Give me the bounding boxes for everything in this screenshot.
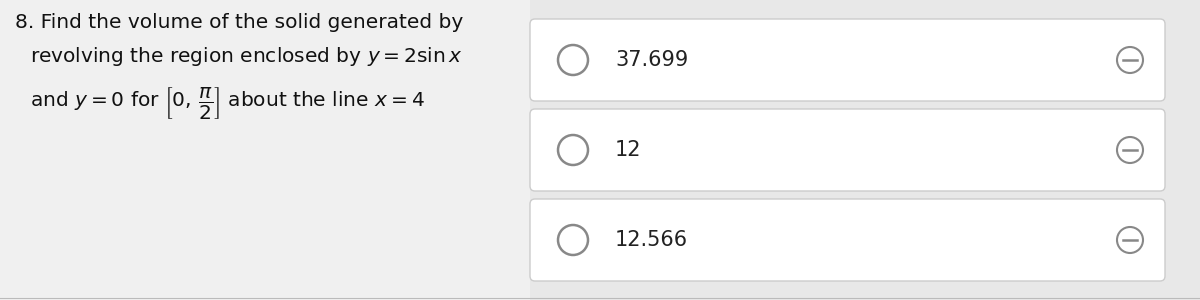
FancyBboxPatch shape	[530, 199, 1165, 281]
Text: 37.699: 37.699	[616, 50, 689, 70]
Text: 12.566: 12.566	[616, 230, 688, 250]
FancyBboxPatch shape	[0, 0, 530, 300]
Circle shape	[558, 225, 588, 255]
Circle shape	[1117, 137, 1142, 163]
Text: 8. Find the volume of the solid generated by: 8. Find the volume of the solid generate…	[14, 13, 463, 32]
Circle shape	[1117, 47, 1142, 73]
Text: and $y = 0$ for $\left[0,\, \dfrac{\pi}{2}\right]$ about the line $x = 4$: and $y = 0$ for $\left[0,\, \dfrac{\pi}{…	[30, 85, 425, 121]
Circle shape	[1117, 227, 1142, 253]
Text: 12: 12	[616, 140, 642, 160]
FancyBboxPatch shape	[530, 19, 1165, 101]
Circle shape	[558, 45, 588, 75]
Text: revolving the region enclosed by $y = 2\sin x$: revolving the region enclosed by $y = 2\…	[30, 45, 463, 68]
FancyBboxPatch shape	[530, 0, 1200, 300]
FancyBboxPatch shape	[530, 109, 1165, 191]
Circle shape	[558, 135, 588, 165]
